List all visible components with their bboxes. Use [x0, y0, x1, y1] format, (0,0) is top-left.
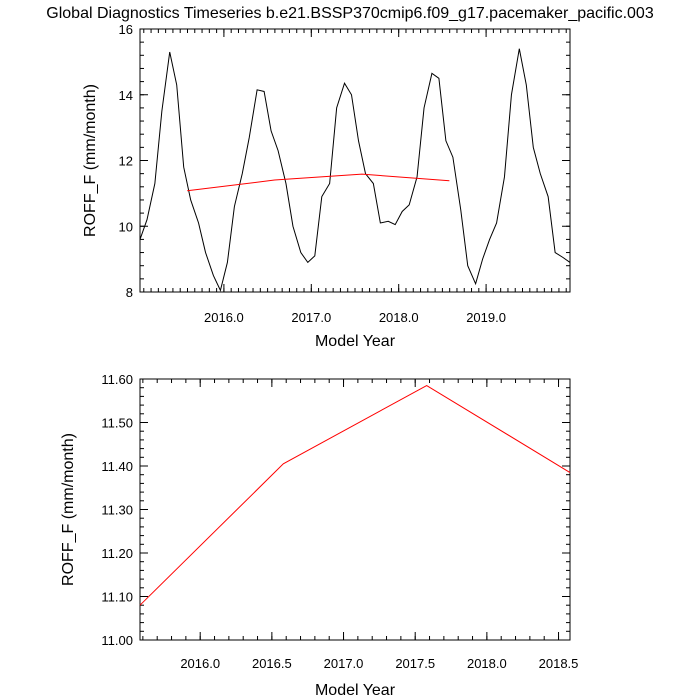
y-tick-label: 11.00	[101, 633, 133, 648]
y-tick-label: 8	[126, 285, 133, 300]
y-tick-label: 11.10	[101, 590, 133, 605]
series-line-annual-mean	[187, 173, 450, 192]
x-tick-label: 2017.0	[324, 656, 364, 671]
y-axis-label: ROFF_F (mm/month)	[60, 433, 77, 586]
x-axis-label: Model Year	[315, 333, 396, 350]
x-tick-label: 2016.0	[204, 310, 244, 325]
x-axis-label: Model Year	[315, 682, 396, 699]
figure-title: Global Diagnostics Timeseries b.e21.BSSP…	[46, 5, 654, 22]
y-axis-label: ROFF_F (mm/month)	[82, 84, 99, 237]
x-tick-label: 2018.0	[467, 656, 507, 671]
y-tick-label: 11.50	[101, 416, 133, 431]
x-tick-label: 2018.0	[379, 310, 419, 325]
x-tick-label: 2016.0	[180, 656, 220, 671]
series-line-monthly	[139, 48, 571, 292]
y-tick-label: 11.30	[101, 503, 133, 518]
x-tick-label: 2017.5	[395, 656, 435, 671]
x-tick-label: 2016.5	[252, 656, 292, 671]
x-tick-label: 2019.0	[466, 310, 506, 325]
y-tick-label: 14	[119, 88, 133, 103]
y-tick-label: 11.60	[101, 372, 133, 387]
y-tick-label: 16	[119, 22, 133, 37]
y-tick-label: 11.20	[101, 546, 133, 561]
y-tick-label: 10	[119, 219, 133, 234]
top-panel: 2016.0 2017.0 2018.0 2019.0 8 10 12 14 16 Model Y…	[82, 22, 571, 350]
plot-frame	[139, 378, 571, 641]
x-tick-label: 2017.0	[291, 310, 331, 325]
x-tick-label: 2018.5	[539, 656, 579, 671]
series-line-annual-mean	[139, 384, 571, 606]
y-tick-label: 11.40	[101, 459, 133, 474]
bottom-panel: 2016.0 2016.5 2017.0 2017.5 2018.0 2018.5 11.0…	[60, 372, 578, 699]
y-tick-label: 12	[119, 154, 133, 169]
